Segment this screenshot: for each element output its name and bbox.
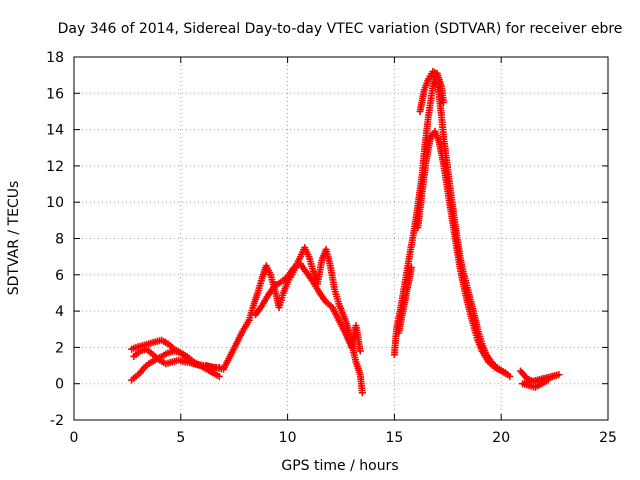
y-tick-label: 4 (55, 304, 64, 320)
data-point (504, 371, 512, 379)
grid (74, 57, 608, 420)
series-segment-2 (390, 68, 563, 391)
y-tick-label: 14 (46, 123, 64, 139)
y-tick-label: 0 (55, 377, 64, 393)
plot-frame (73, 56, 609, 421)
y-axis-label: SDTVAR / TECUs (6, 181, 22, 296)
y-tick-label: 6 (55, 268, 64, 284)
ticks: 0 5 10 15 20 25 -2 0 2 4 6 8 10 12 14 16 18 (46, 50, 617, 446)
data-point (356, 347, 364, 355)
x-tick-label: 0 (70, 430, 79, 446)
y-tick-label: 18 (46, 50, 64, 66)
series-segment-1 (128, 244, 366, 397)
y-tick-label: -2 (50, 413, 64, 429)
x-tick-label: 25 (599, 430, 617, 446)
x-tick-label: 15 (385, 430, 403, 446)
data-point (544, 376, 552, 384)
x-tick-label: 20 (492, 430, 510, 446)
data-point (215, 372, 223, 380)
y-tick-label: 2 (55, 340, 64, 356)
x-axis-label: GPS time / hours (281, 458, 398, 474)
data-point (358, 389, 366, 397)
chart-title: Day 346 of 2014, Sidereal Day-to-day VTE… (58, 21, 623, 37)
y-tick-label: 8 (55, 232, 64, 248)
data-point (407, 264, 415, 272)
y-tick-label: 12 (46, 159, 64, 175)
y-tick-label: 16 (46, 86, 64, 102)
data-point (440, 98, 448, 106)
x-tick-label: 10 (279, 430, 297, 446)
y-tick-label: 10 (46, 195, 64, 211)
data-points (128, 68, 563, 397)
x-tick-label: 5 (176, 430, 185, 446)
